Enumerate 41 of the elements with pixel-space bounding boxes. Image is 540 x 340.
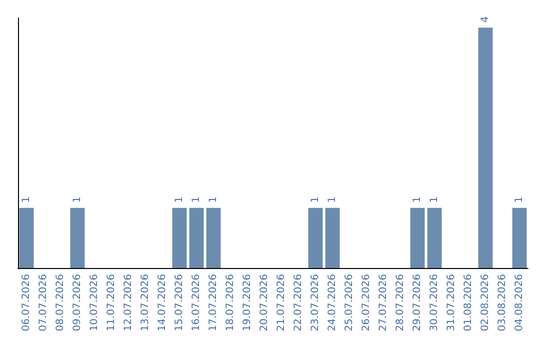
- data-label: 1: [174, 196, 185, 203]
- data-label: 1: [514, 196, 525, 203]
- x-tick-label: 31.07.2026: [446, 274, 457, 332]
- data-label: 1: [72, 196, 83, 203]
- x-tick-label: 18.07.2026: [225, 274, 236, 332]
- x-tick-label: 01.08.2026: [463, 274, 474, 332]
- data-label: 1: [327, 196, 338, 203]
- data-label: 1: [208, 196, 219, 203]
- x-tick-label: 11.07.2026: [106, 274, 117, 332]
- x-tick-label: 25.07.2026: [344, 274, 355, 332]
- x-tick-label: 14.07.2026: [157, 274, 168, 332]
- x-tick-label: 06.07.2026: [21, 274, 32, 332]
- data-label: 1: [429, 196, 440, 203]
- x-tick-label: 09.07.2026: [72, 274, 83, 332]
- x-tick-label: 02.08.2026: [480, 274, 491, 332]
- x-tick-label: 12.07.2026: [123, 274, 134, 332]
- x-tick-label: 07.07.2026: [38, 274, 49, 332]
- x-tick-label: 24.07.2026: [327, 274, 338, 332]
- data-label: 1: [310, 196, 321, 203]
- x-tick-label: 27.07.2026: [378, 274, 389, 332]
- x-tick-label: 03.08.2026: [497, 274, 508, 332]
- x-tick-label: 23.07.2026: [310, 274, 321, 332]
- x-tick-label: 04.08.2026: [514, 274, 525, 332]
- data-label: 1: [21, 196, 32, 203]
- x-tick-label: 22.07.2026: [293, 274, 304, 332]
- x-tick-label: 20.07.2026: [259, 274, 270, 332]
- x-tick-label: 16.07.2026: [191, 274, 202, 332]
- data-label: 4: [480, 16, 491, 23]
- data-label: 1: [191, 196, 202, 203]
- x-tick-label: 13.07.2026: [140, 274, 151, 332]
- x-tick-label: 17.07.2026: [208, 274, 219, 332]
- x-tick-label: 15.07.2026: [174, 274, 185, 332]
- x-tick-label: 19.07.2026: [242, 274, 253, 332]
- x-tick-label: 28.07.2026: [395, 274, 406, 332]
- x-tick-label: 29.07.2026: [412, 274, 423, 332]
- x-tick-label: 08.07.2026: [55, 274, 66, 332]
- x-tick-label: 26.07.2026: [361, 274, 372, 332]
- x-tick-label: 10.07.2026: [89, 274, 100, 332]
- x-tick-label: 21.07.2026: [276, 274, 287, 332]
- x-tick-label: 30.07.2026: [429, 274, 440, 332]
- data-label: 1: [412, 196, 423, 203]
